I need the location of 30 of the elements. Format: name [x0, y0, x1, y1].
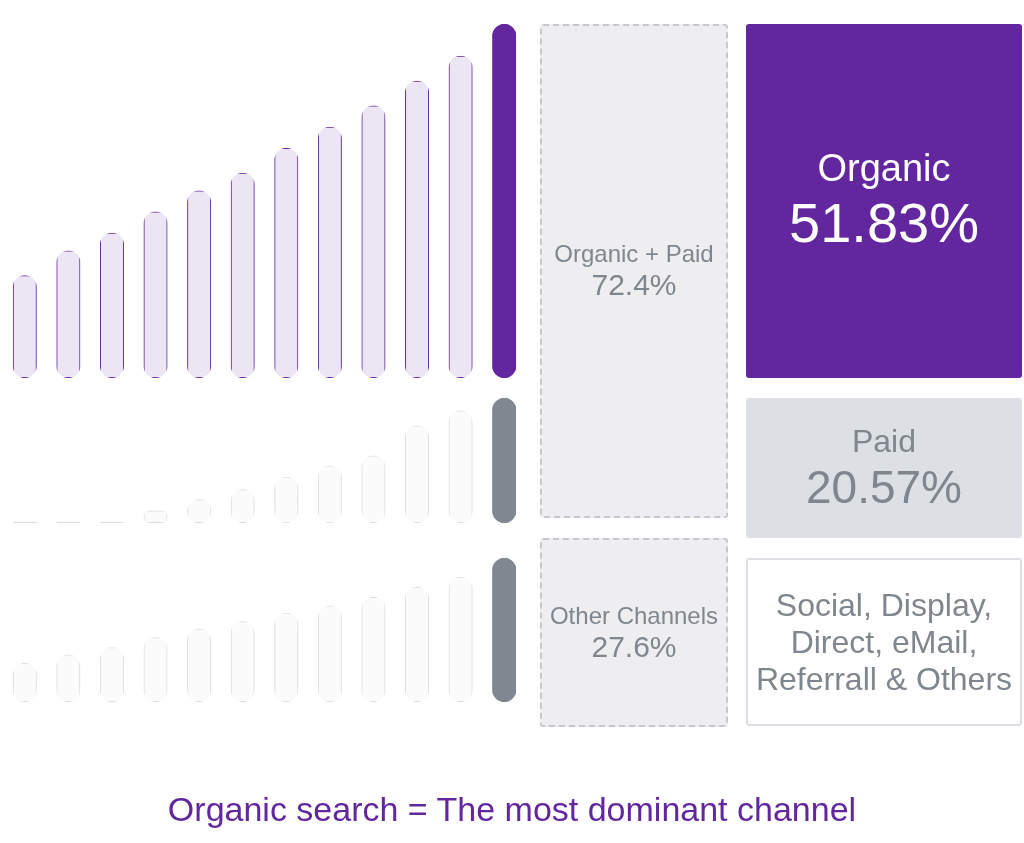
- bar: [187, 190, 212, 378]
- bar: [12, 275, 37, 378]
- data-label: 72.4%: [591, 268, 677, 303]
- data-label: 27.6%: [591, 629, 677, 664]
- bar: [230, 172, 255, 378]
- bar: [448, 410, 473, 523]
- text: Organic search = The most dominant channel: [166, 790, 858, 829]
- data-label: 20.57%: [805, 459, 962, 514]
- bar: [56, 250, 81, 378]
- category-label: Social, Display, Direct, eMail, Referrall & Others: [754, 586, 1014, 698]
- bar: [405, 80, 430, 378]
- category-label: Other Channels: [548, 601, 720, 630]
- bar: [405, 425, 430, 523]
- bar: [361, 596, 386, 702]
- bar: [492, 398, 517, 523]
- bar: [492, 558, 517, 702]
- bar: [492, 24, 517, 378]
- bar: [143, 211, 168, 378]
- category-label: Organic: [816, 146, 952, 190]
- bar: [317, 126, 342, 378]
- bar: [99, 232, 124, 378]
- bar: [405, 586, 430, 702]
- category-label: Organic + Paid: [553, 240, 715, 269]
- bar: [448, 55, 473, 378]
- bar: [361, 105, 386, 378]
- category-label: Paid: [850, 422, 917, 460]
- bar: [448, 576, 473, 702]
- bar: [317, 605, 342, 702]
- bar: [274, 147, 299, 378]
- data-label: 51.83%: [789, 190, 979, 255]
